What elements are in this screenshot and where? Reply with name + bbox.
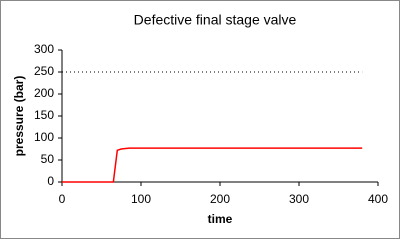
x-axis-label: time [208, 212, 233, 226]
x-tick-label: 100 [131, 192, 151, 206]
y-tick-label: 150 [34, 108, 54, 122]
x-tick-label: 400 [368, 192, 388, 206]
y-tick-label: 0 [47, 174, 54, 188]
x-tick-label: 200 [210, 192, 230, 206]
x-tick-label: 300 [289, 192, 309, 206]
y-axis-label: pressure (bar) [12, 76, 26, 157]
chart-title: Defective final stage valve [134, 12, 297, 28]
y-tick-label: 200 [34, 86, 54, 100]
y-tick-label: 100 [34, 130, 54, 144]
data-line [62, 147, 363, 183]
y-tick-label: 250 [34, 64, 54, 78]
x-tick-label: 0 [59, 192, 66, 206]
y-tick-label: 50 [41, 152, 55, 166]
y-tick-label: 300 [34, 42, 54, 56]
